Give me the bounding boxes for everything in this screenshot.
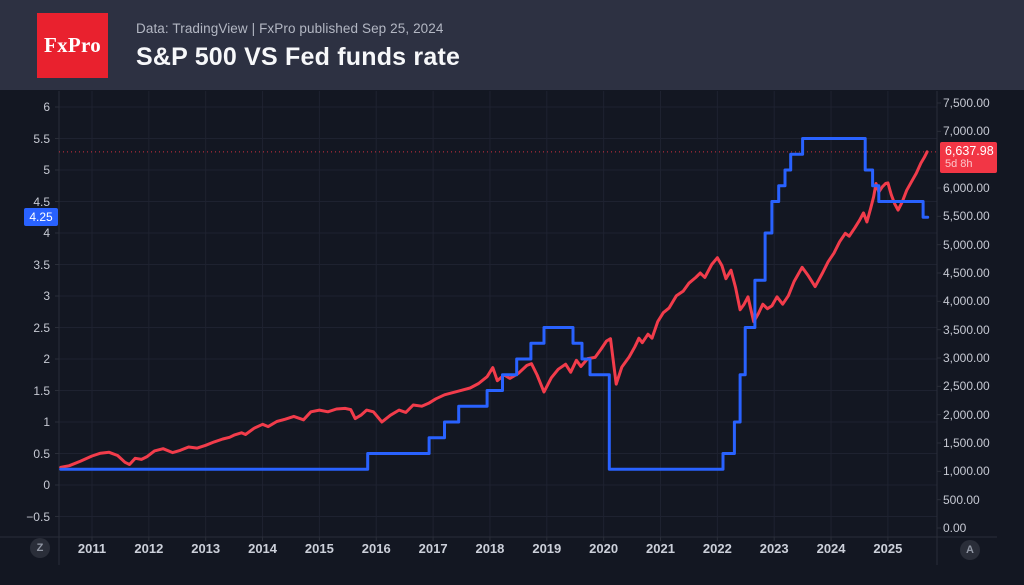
time-axis-tick: 2024 — [816, 541, 846, 556]
fed-funds-series-line — [59, 137, 930, 471]
fed-rate-price-badge: 4.25 — [24, 208, 58, 227]
time-axis-tick: 2020 — [589, 541, 619, 556]
left-axis-tick: 1.5 — [33, 383, 50, 398]
time-axis-tick: 2015 — [304, 541, 334, 556]
page-title: S&P 500 VS Fed funds rate — [136, 42, 461, 71]
left-axis-tick: 0.5 — [33, 446, 50, 461]
sp500-price-value: 6,637.98 — [945, 143, 994, 158]
time-axis-tick: 2019 — [532, 541, 562, 556]
time-axis-tick: 2016 — [361, 541, 391, 556]
data-source-line: Data: TradingView | FxPro published Sep … — [136, 20, 444, 36]
right-axis-tick: 5,000.00 — [943, 237, 990, 252]
right-axis-tick: 2,500.00 — [943, 379, 990, 394]
left-axis-tick: 5 — [43, 163, 50, 177]
z-button[interactable]: Z — [30, 538, 50, 558]
fed-rate-price-value: 4.25 — [29, 210, 53, 225]
left-axis-tick: 0 — [43, 478, 50, 492]
right-axis-tick: 500.00 — [943, 492, 980, 507]
time-axis-tick: 2014 — [248, 541, 278, 556]
time-axis-tick: 2023 — [759, 541, 789, 556]
left-axis-tick: −0.5 — [26, 509, 50, 524]
time-axis-tick: 2017 — [418, 541, 448, 556]
right-axis-tick: 7,500.00 — [943, 95, 990, 110]
header: FxPro Data: TradingView | FxPro publishe… — [0, 0, 1024, 90]
right-axis-tick: 1,500.00 — [943, 435, 990, 450]
right-axis-tick: 1,000.00 — [943, 464, 990, 479]
left-axis-tick: 2 — [43, 352, 50, 366]
right-axis-tick: 4,000.00 — [943, 294, 990, 309]
right-axis-tick: 0.00 — [943, 521, 967, 535]
time-axis-tick: 2025 — [873, 541, 903, 556]
fxpro-logo: FxPro — [37, 12, 108, 78]
header-text-block: Data: TradingView | FxPro published Sep … — [136, 21, 460, 70]
left-axis-tick: 3.5 — [33, 257, 50, 272]
time-axis-tick: 2018 — [475, 541, 505, 556]
series-lines — [59, 137, 930, 471]
time-axis-tick: 2012 — [134, 541, 164, 556]
right-axis-tick: 5,500.00 — [943, 209, 990, 224]
right-axis-tick: 3,000.00 — [943, 350, 990, 365]
sp500-bar-countdown: 5d 8h — [945, 157, 973, 170]
time-axis-tick: 2013 — [191, 541, 221, 556]
sp500-price-badge: 6,637.98 5d 8h — [940, 141, 997, 173]
left-axis-tick: 1 — [43, 415, 50, 429]
right-axis-tick: 7,000.00 — [943, 124, 990, 139]
right-axis-tick: 6,000.00 — [943, 180, 990, 195]
left-axis-tick: 6 — [43, 100, 50, 114]
fxpro-logo-text: FxPro — [43, 32, 102, 57]
time-axis-tick: 2011 — [77, 541, 107, 556]
left-axis-tick: 5.5 — [33, 131, 50, 146]
sp500-series-line — [59, 150, 929, 469]
left-axis-tick: 3 — [43, 289, 50, 303]
left-axis-tick: 2.5 — [33, 320, 50, 335]
a-button-label: A — [966, 544, 974, 556]
time-axis-tick: 2022 — [702, 541, 732, 556]
right-axis-tick: 3,500.00 — [943, 322, 990, 337]
left-axis-tick: 4 — [43, 226, 50, 240]
left-axis-tick: 4.5 — [33, 194, 50, 209]
right-axis-tick: 2,000.00 — [943, 407, 990, 422]
time-axis-tick: 2021 — [646, 541, 675, 556]
a-button[interactable]: A — [960, 540, 980, 560]
z-button-label: Z — [36, 542, 44, 554]
axis-border-lines — [0, 91, 997, 565]
right-axis-tick: 4,500.00 — [943, 265, 990, 280]
